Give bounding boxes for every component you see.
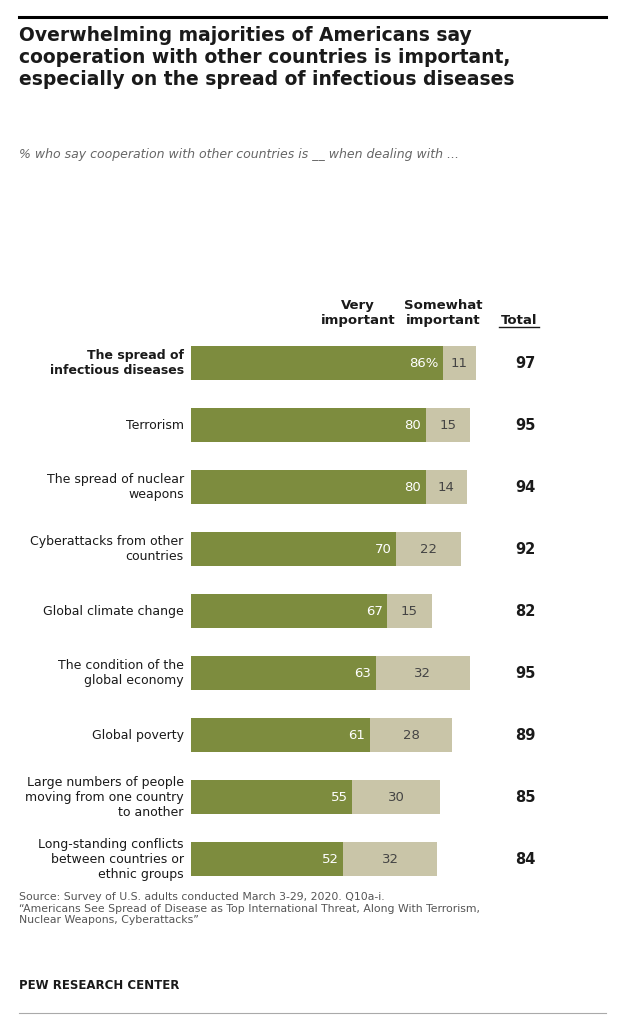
Text: 15: 15 (401, 605, 418, 618)
Text: Cyberattacks from other
countries: Cyberattacks from other countries (31, 535, 184, 564)
Text: 97: 97 (515, 356, 535, 371)
Text: Global poverty: Global poverty (92, 728, 184, 742)
Bar (191, 781, 352, 814)
Bar (191, 408, 426, 442)
Text: 70: 70 (375, 543, 392, 555)
Text: 11: 11 (451, 357, 468, 370)
Bar (426, 471, 467, 504)
Text: The condition of the
global economy: The condition of the global economy (58, 659, 184, 687)
Bar (343, 842, 437, 876)
Bar (191, 718, 370, 752)
Text: 85: 85 (515, 790, 536, 804)
Text: 63: 63 (354, 667, 371, 679)
Text: Overwhelming majorities of Americans say
cooperation with other countries is imp: Overwhelming majorities of Americans say… (19, 26, 514, 89)
Text: 15: 15 (439, 418, 456, 432)
Text: 52: 52 (322, 852, 339, 865)
Text: 32: 32 (414, 667, 431, 679)
Text: 82: 82 (515, 604, 535, 619)
Bar (191, 594, 388, 628)
Text: Large numbers of people
moving from one country
to another: Large numbers of people moving from one … (25, 775, 184, 818)
Text: Terrorism: Terrorism (126, 418, 184, 432)
Text: % who say cooperation with other countries is __ when dealing with ...: % who say cooperation with other countri… (19, 148, 459, 162)
Text: Global climate change: Global climate change (43, 605, 184, 618)
Bar (443, 347, 476, 381)
Text: Long-standing conflicts
between countries or
ethnic groups: Long-standing conflicts between countrie… (38, 838, 184, 881)
Bar (191, 347, 443, 381)
Text: 95: 95 (515, 418, 535, 433)
Bar (352, 781, 440, 814)
Text: Source: Survey of U.S. adults conducted March 3-29, 2020. Q10a-i.
“Americans See: Source: Survey of U.S. adults conducted … (19, 892, 480, 925)
Text: 86%: 86% (409, 357, 439, 370)
Text: 80: 80 (404, 481, 421, 494)
Text: PEW RESEARCH CENTER: PEW RESEARCH CENTER (19, 979, 179, 992)
Bar (191, 656, 376, 691)
Text: 80: 80 (404, 418, 421, 432)
Text: 32: 32 (382, 852, 399, 865)
Text: 61: 61 (349, 728, 366, 742)
Text: Somewhat
important: Somewhat important (404, 300, 482, 327)
Text: 92: 92 (515, 542, 535, 557)
Text: The spread of nuclear
weapons: The spread of nuclear weapons (46, 474, 184, 501)
Bar (388, 594, 431, 628)
Bar (370, 718, 452, 752)
Bar (191, 471, 426, 504)
Text: 28: 28 (402, 728, 419, 742)
Text: 22: 22 (420, 543, 437, 555)
Bar (191, 842, 343, 876)
Bar (396, 532, 461, 567)
Text: Total: Total (501, 314, 537, 327)
Text: 95: 95 (515, 666, 535, 680)
Text: 67: 67 (366, 605, 383, 618)
Text: 55: 55 (331, 791, 348, 804)
Text: 14: 14 (438, 481, 454, 494)
Text: Very
important: Very important (321, 300, 396, 327)
Text: 84: 84 (515, 851, 535, 866)
Text: 89: 89 (515, 727, 535, 743)
Text: 30: 30 (388, 791, 405, 804)
Text: The spread of
infectious diseases: The spread of infectious diseases (49, 350, 184, 377)
Bar (191, 532, 396, 567)
Text: 94: 94 (515, 480, 535, 495)
Bar (426, 408, 470, 442)
Bar (376, 656, 470, 691)
